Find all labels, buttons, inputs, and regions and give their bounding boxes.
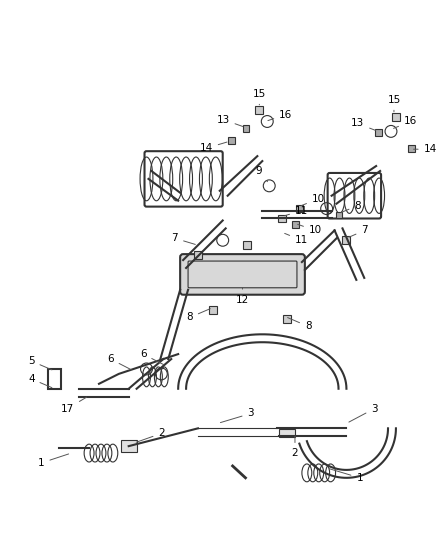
Text: 9: 9	[256, 166, 268, 182]
Bar	[209, 305, 217, 313]
Text: 8: 8	[187, 309, 210, 322]
Bar	[194, 251, 202, 259]
Bar	[243, 125, 249, 132]
Text: 16: 16	[394, 117, 417, 128]
Bar	[255, 106, 263, 114]
Bar	[392, 112, 400, 120]
Text: 3: 3	[349, 403, 378, 422]
Bar	[343, 236, 350, 244]
Bar	[336, 212, 343, 219]
Text: 4: 4	[28, 374, 52, 387]
Bar	[283, 316, 291, 324]
Bar	[121, 440, 137, 452]
Text: 13: 13	[216, 115, 243, 126]
Text: 14: 14	[413, 144, 437, 154]
Text: 8: 8	[341, 200, 361, 213]
Text: 12: 12	[236, 288, 249, 305]
Bar	[279, 429, 295, 437]
Text: 10: 10	[301, 193, 325, 206]
Text: 10: 10	[297, 224, 322, 236]
Text: 15: 15	[253, 89, 266, 105]
Text: 13: 13	[351, 118, 375, 131]
Bar	[228, 138, 235, 144]
Text: 16: 16	[268, 110, 293, 120]
Text: 1: 1	[329, 469, 363, 483]
Text: 14: 14	[200, 142, 227, 153]
Text: 17: 17	[61, 397, 87, 414]
Text: 2: 2	[136, 429, 165, 442]
Text: 8: 8	[288, 318, 311, 332]
Bar	[292, 222, 299, 229]
Text: 7: 7	[172, 233, 195, 245]
Text: 7: 7	[349, 225, 368, 237]
Text: 2: 2	[292, 436, 298, 458]
Bar	[408, 146, 415, 152]
Bar	[278, 215, 286, 222]
Text: 6: 6	[140, 349, 164, 365]
Text: 15: 15	[387, 95, 401, 112]
Text: 11: 11	[285, 206, 308, 216]
Text: 5: 5	[28, 356, 52, 370]
Bar	[244, 241, 251, 249]
Bar	[296, 205, 303, 212]
Text: 1: 1	[38, 454, 69, 468]
FancyBboxPatch shape	[180, 254, 305, 295]
Text: 11: 11	[285, 233, 308, 245]
Text: 3: 3	[220, 408, 254, 423]
Text: 6: 6	[107, 354, 131, 370]
Bar	[375, 130, 382, 136]
